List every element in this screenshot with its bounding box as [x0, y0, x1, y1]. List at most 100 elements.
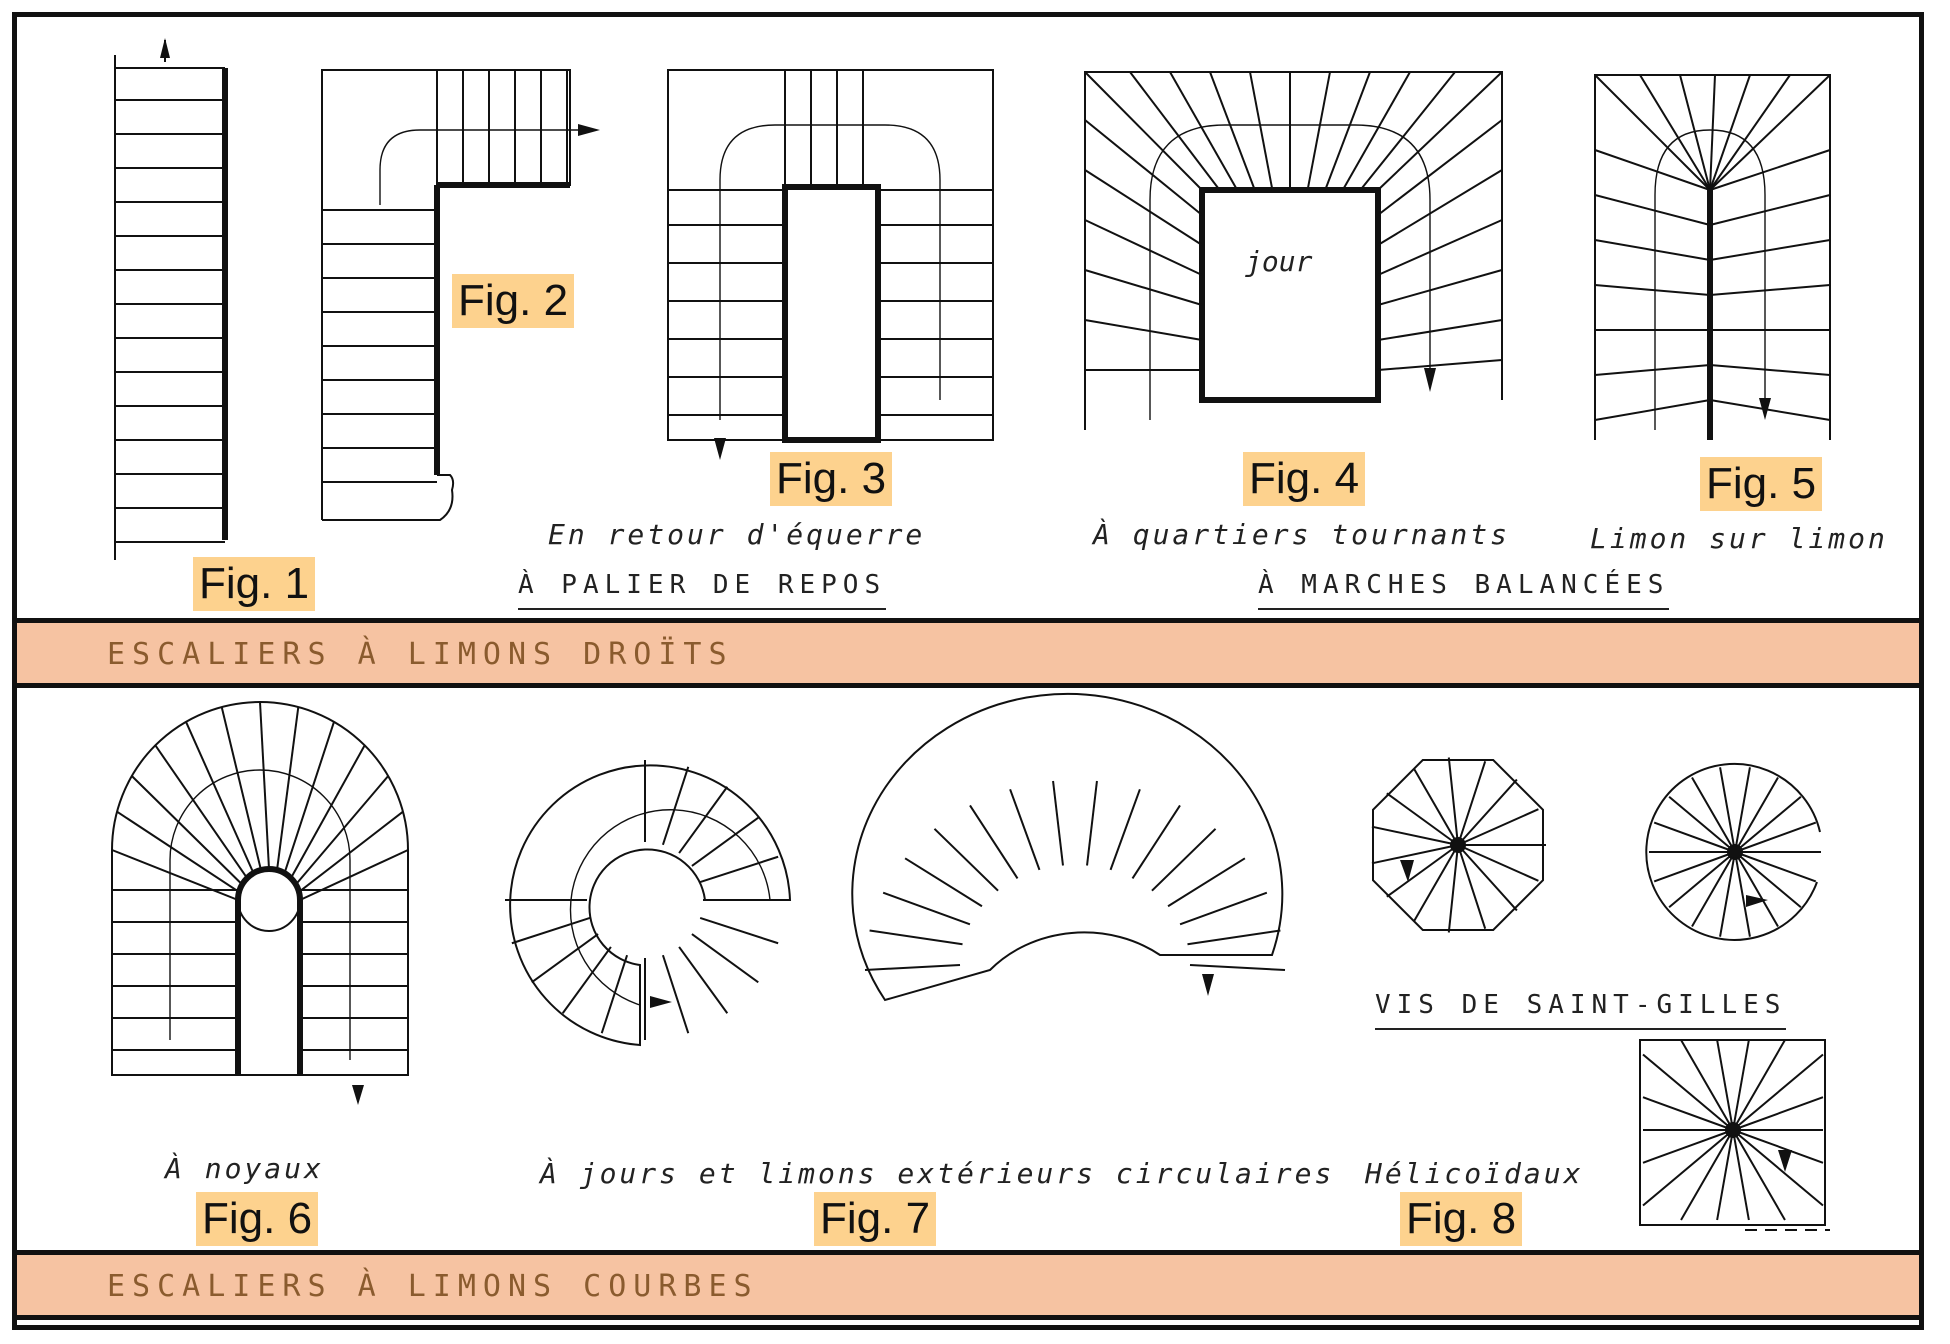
stair-tread-line: [1709, 399, 1831, 421]
fig3-label: Fig. 3: [770, 452, 893, 506]
stair-tread-line: [154, 744, 248, 879]
fig7-label: Fig. 7: [814, 1192, 937, 1246]
square-stair-outline: [1639, 1039, 1826, 1226]
stair-tread-line: [1639, 74, 1711, 191]
jour-label: jour: [1245, 245, 1313, 278]
stair-tread-line: [1732, 1129, 1824, 1207]
fig8-label: Fig. 8: [1400, 1192, 1523, 1246]
stair-tread-line: [1719, 851, 1736, 937]
stair-tread-line: [600, 954, 629, 1034]
stair-tread-line: [1642, 1129, 1734, 1164]
stair-tread-line: [678, 946, 729, 1014]
fig6-label: Fig. 6: [196, 1192, 319, 1246]
stair-tread-line: [678, 786, 729, 854]
fig1-label: Fig. 1: [193, 557, 316, 611]
caption-jours-limons: À jours et limons extérieurs circulaires: [540, 1157, 1335, 1190]
stair-tread-line: [1359, 71, 1456, 191]
stair-tread-line: [1732, 1039, 1786, 1131]
stair-tread-line: [1594, 149, 1711, 191]
stair-tread-line: [298, 810, 404, 893]
stair-tread-line: [1457, 844, 1487, 930]
stair-tread-line: [691, 933, 759, 984]
stair-tread-line: [1131, 804, 1181, 879]
stair-tread-line: [1377, 319, 1503, 341]
stair-tread-line: [1179, 891, 1268, 926]
stair-tread-line: [1386, 844, 1459, 898]
stair-tread-line: [1084, 169, 1203, 246]
stair-tread-line: [290, 744, 366, 879]
stair-tread-line: [1249, 71, 1274, 191]
stair-tread-line: [1653, 851, 1736, 883]
stair-tread-line: [1594, 74, 1711, 191]
stair-tread-line: [1680, 1039, 1734, 1131]
stair-tread-line: [1324, 71, 1371, 191]
stair-tread-line: [1709, 284, 1831, 296]
stair-outline: [1645, 762, 1821, 941]
stair-tread-line: [1716, 1039, 1734, 1131]
stair-tread-line: [1377, 359, 1503, 371]
stair-tread-line: [1732, 1039, 1750, 1131]
stair-tread-line: [1709, 239, 1831, 261]
stair-tread-line: [1209, 71, 1256, 191]
stair-tread-line: [1732, 1053, 1824, 1131]
band-limons-courbes-label: ESCALIERS À LIMONS COURBES: [107, 1269, 759, 1304]
stair-tread-line: [904, 857, 983, 908]
fig2-l-stair: [321, 69, 600, 521]
stair-tread-line: [1084, 219, 1203, 276]
stair-tread-line: [1594, 284, 1711, 296]
stair-tread-line: [1084, 71, 1203, 191]
stair-tread-line: [259, 701, 270, 870]
stair-tread-line: [283, 721, 335, 874]
stair-tread-line: [1734, 821, 1817, 853]
stair-tread-line: [1732, 1129, 1824, 1164]
stair-tread-line: [220, 706, 262, 871]
stair-tread-line: [299, 849, 409, 901]
stair-tread-line: [1734, 851, 1751, 937]
stair-tread-line: [1691, 851, 1736, 927]
band-limons-courbes: ESCALIERS À LIMONS COURBES: [17, 1250, 1919, 1320]
stair-tread-line: [1709, 364, 1831, 376]
stair-tread-line: [1642, 1053, 1734, 1131]
stair-tread-line: [1594, 239, 1711, 261]
stair-tread-line: [1447, 757, 1459, 846]
stair-tread-line: [1457, 760, 1487, 846]
band-limons-droits-label: ESCALIERS À LIMONS DROÏTS: [107, 637, 734, 672]
fig6-curved-u-stair: [111, 701, 409, 1105]
stair-tread-line: [1084, 319, 1203, 341]
caption-en-retour: En retour d'équerre: [548, 518, 926, 551]
stair-tread-line: [869, 929, 963, 946]
stair-outline: [569, 809, 771, 1006]
stair-tread-line: [882, 891, 971, 926]
stair-tread-line: [1447, 844, 1459, 933]
stair-tread-line: [1734, 777, 1779, 853]
stair-tread-line: [1734, 851, 1802, 909]
stair-tread-line: [1167, 857, 1246, 908]
stair-tread-line: [864, 964, 961, 971]
fig5-winder-stair: [1594, 74, 1831, 440]
stair-tread-line: [969, 804, 1019, 879]
caption-helicoidaux: Hélicoïdaux: [1365, 1157, 1584, 1190]
stair-tread-line: [1709, 194, 1831, 226]
stair-tread-line: [661, 766, 690, 846]
stair-tread-line: [1187, 929, 1281, 946]
fig2-label: Fig. 2: [452, 274, 575, 328]
stair-tread-line: [691, 816, 759, 867]
stair-tread-line: [1719, 767, 1736, 853]
caption-limon-sur-limon: Limon sur limon: [1590, 522, 1888, 555]
stair-tread-line: [1052, 780, 1064, 866]
stair-tread-line: [1668, 795, 1736, 853]
stair-tread-line: [1371, 844, 1459, 865]
stair-tread-line: [1084, 119, 1203, 216]
newel-post: [1450, 837, 1466, 853]
stair-tread-line: [116, 810, 240, 893]
stair-tread-line: [1653, 821, 1736, 853]
stair-tread-line: [1594, 399, 1711, 421]
newel-post: [1727, 844, 1743, 860]
stair-tread-line: [1680, 1129, 1734, 1221]
stair-tread-line: [1169, 71, 1239, 191]
stair-tread-line: [1709, 74, 1716, 191]
stair-tread-line: [1386, 792, 1459, 846]
stair-tread-line: [1377, 269, 1503, 306]
stair-tread-line: [1734, 851, 1817, 883]
